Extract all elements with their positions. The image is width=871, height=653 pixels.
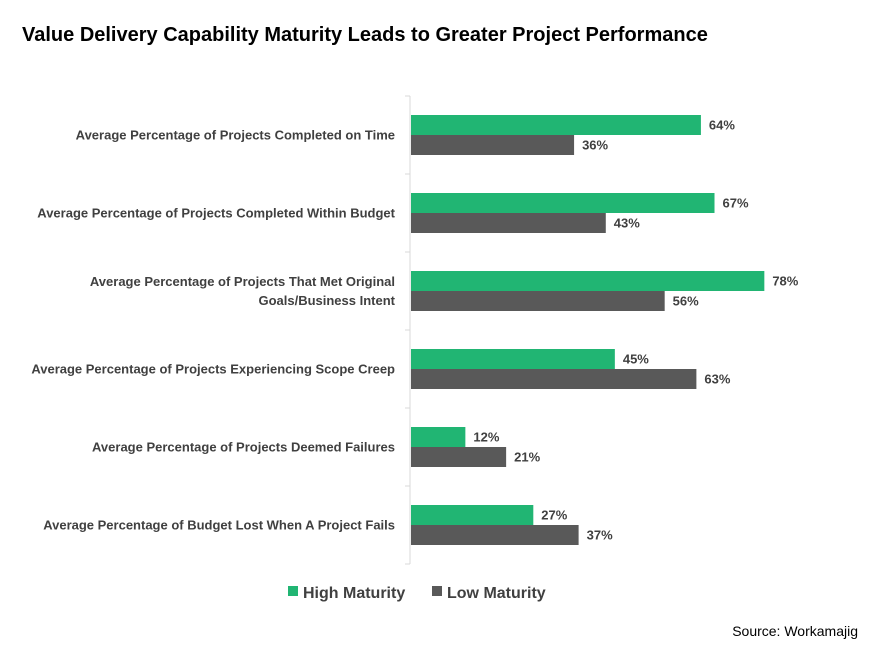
data-label: 36% [582,138,608,153]
category-labels: Average Percentage of Projects Completed… [31,128,395,533]
legend-swatch-low-maturity [432,586,442,596]
legend-label-low-maturity: Low Maturity [447,585,546,602]
bar-low-maturity [411,369,697,389]
bar-low-maturity [411,447,507,467]
chart-title: Value Delivery Capability Maturity Leads… [22,24,708,46]
category-label: Average Percentage of Projects Completed… [37,206,395,221]
data-label: 12% [473,430,499,445]
bar-high-maturity [411,115,701,135]
category-label-line: Average Percentage of Projects That Met … [90,274,395,289]
bar-high-maturity [411,349,615,369]
category-label-line: Average Percentage of Projects Experienc… [31,362,395,377]
data-label: 64% [709,118,735,133]
legend-swatch-high-maturity [288,586,298,596]
category-axis [405,95,411,565]
data-label: 21% [514,450,540,465]
bar-low-maturity [411,135,575,155]
data-label: 43% [614,216,640,231]
data-label: 37% [587,528,613,543]
category-label-line: Average Percentage of Budget Lost When A… [43,518,395,533]
bar-high-maturity [411,427,466,447]
legend: High Maturity Low Maturity [288,585,546,602]
data-label: 67% [723,196,749,211]
bar-high-maturity [411,193,715,213]
category-label: Average Percentage of Projects That Met … [90,274,396,308]
category-label: Average Percentage of Projects Deemed Fa… [92,440,395,455]
category-label: Average Percentage of Projects Experienc… [31,362,395,377]
bar-low-maturity [411,525,579,545]
category-label-line: Average Percentage of Projects Completed… [76,128,395,143]
category-label-line: Goals/Business Intent [258,293,395,308]
bar-high-maturity [411,505,534,525]
bar-high-maturity [411,271,765,291]
legend-label-high-maturity: High Maturity [303,585,405,602]
category-label-line: Average Percentage of Projects Completed… [37,206,395,221]
data-label: 78% [772,274,798,289]
category-label: Average Percentage of Budget Lost When A… [43,518,395,533]
source-note: Source: Workamajig [732,623,858,639]
category-label-line: Average Percentage of Projects Deemed Fa… [92,440,395,455]
data-label: 63% [704,372,730,387]
bars: 64% 36% 67% 43% 78% 56% 45% 63% 12% 21% 27% 37% [411,115,799,545]
category-label: Average Percentage of Projects Completed… [76,128,395,143]
bar-low-maturity [411,291,665,311]
data-label: 56% [673,294,699,309]
data-label: 45% [623,352,649,367]
bar-low-maturity [411,213,606,233]
data-label: 27% [541,508,567,523]
